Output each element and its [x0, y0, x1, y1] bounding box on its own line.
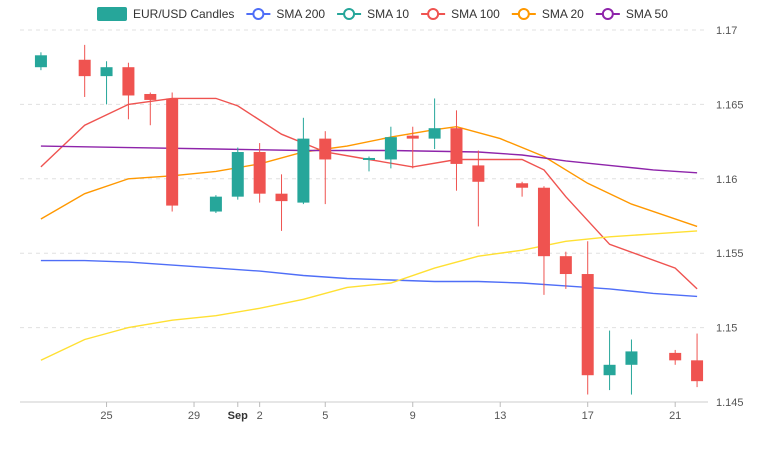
- candle-body: [100, 67, 113, 77]
- candle-body: [297, 138, 310, 203]
- candle-body: [144, 93, 157, 100]
- candle-body: [581, 274, 594, 376]
- legend-label: SMA 100: [451, 7, 500, 21]
- legend-label: SMA 200: [276, 7, 325, 21]
- candle-body: [406, 135, 419, 139]
- candle-body: [450, 128, 463, 164]
- grid-lines: [20, 29, 708, 403]
- legend-label: SMA 50: [626, 7, 668, 21]
- candle-body: [669, 352, 682, 361]
- candle-body: [319, 138, 332, 160]
- sma-lines: [40, 97, 698, 361]
- candle-body: [34, 55, 47, 68]
- sma-20-line: [40, 125, 698, 228]
- candle-body: [625, 351, 638, 365]
- y-tick-label: 1.15: [716, 323, 737, 335]
- candle-body: [122, 67, 135, 96]
- legend-label: EUR/USD Candles: [133, 7, 234, 21]
- candle-body: [516, 183, 529, 188]
- legend-swatch-marker: [427, 8, 440, 20]
- sma-50-yellow-line: [40, 230, 698, 361]
- x-tick-label: Sep: [228, 410, 248, 422]
- x-tick-label: 13: [494, 410, 506, 422]
- legend-swatch-marker: [252, 8, 265, 20]
- legend-label: SMA 20: [542, 7, 584, 21]
- x-tick-label: 21: [669, 410, 681, 422]
- legend: EUR/USD Candles SMA 200 SMA 10 SMA 100 SMA 2…: [97, 7, 668, 21]
- sma-200-line: [40, 259, 698, 298]
- candle-body: [275, 193, 288, 202]
- legend-label: SMA 10: [367, 7, 409, 21]
- candles: [34, 44, 704, 395]
- legend-swatch-marker: [517, 8, 530, 20]
- candle-body: [472, 165, 485, 182]
- legend-swatch-marker: [343, 8, 356, 20]
- sma-100-line: [40, 97, 698, 290]
- candle-body: [559, 256, 572, 275]
- candle-body: [253, 152, 266, 194]
- x-axis: 25 29 Sep 2 5 9 13 17 21: [100, 402, 681, 422]
- x-tick-label: 9: [410, 410, 416, 422]
- x-tick-label: 2: [257, 410, 263, 422]
- candle-body: [363, 157, 375, 160]
- candle-body: [209, 196, 222, 212]
- y-tick-label: 1.17: [716, 25, 737, 37]
- candle-body: [78, 59, 91, 77]
- y-axis: 1.17 1.165 1.16 1.155 1.15 1.145: [716, 25, 744, 409]
- candle-body: [231, 152, 244, 197]
- y-tick-label: 1.155: [716, 248, 744, 260]
- x-tick-label: 5: [322, 410, 328, 422]
- candle-body: [384, 137, 397, 160]
- candle-body: [603, 364, 616, 376]
- x-tick-label: 25: [100, 410, 112, 422]
- x-tick-label: 29: [188, 410, 200, 422]
- legend-swatch-marker: [601, 8, 614, 20]
- candle-body: [166, 98, 179, 206]
- y-tick-label: 1.165: [716, 99, 744, 111]
- candle-body: [537, 187, 550, 257]
- legend-swatch-candles: [97, 7, 127, 21]
- candle-body: [691, 360, 704, 382]
- x-tick-label: 17: [582, 410, 594, 422]
- y-tick-label: 1.16: [716, 174, 737, 186]
- candle-body: [428, 128, 441, 139]
- y-tick-label: 1.145: [716, 397, 744, 409]
